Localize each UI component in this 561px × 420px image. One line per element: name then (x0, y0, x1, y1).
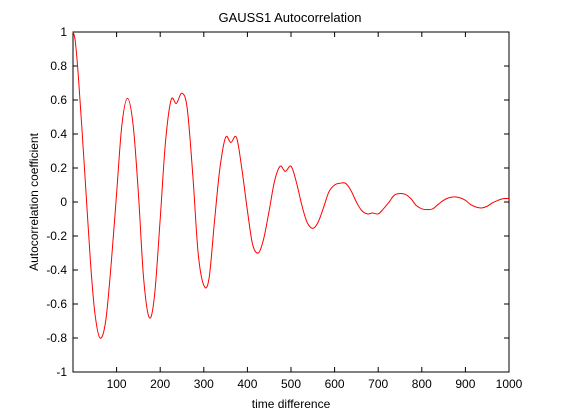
y-tick-label: -0.8 (46, 331, 67, 345)
x-tick-label: 500 (281, 377, 301, 391)
plot-area (72, 31, 510, 373)
x-tick-label: 700 (368, 377, 388, 391)
y-tick-label: 0.6 (50, 93, 67, 107)
x-tick-label: 1000 (496, 377, 523, 391)
x-tick-label: 100 (107, 377, 127, 391)
y-tick-label: 0.4 (50, 127, 67, 141)
x-tick-label: 800 (412, 377, 432, 391)
x-tick-label: 400 (237, 377, 257, 391)
x-tick-label: 200 (150, 377, 170, 391)
chart-title: GAUSS1 Autocorrelation (218, 10, 361, 25)
x-axis-label: time difference (252, 397, 331, 411)
y-tick-label: 0.8 (50, 59, 67, 73)
y-tick-label: -0.2 (46, 229, 67, 243)
y-axis: 1 0.8 0.6 0.4 0.2 0 -0.2 -0.4 -0.6 -0.8 -1 (46, 25, 509, 379)
series-layer (72, 31, 510, 339)
x-axis: 100 200 300 400 500 600 700 800 900 1000 (107, 32, 523, 391)
x-tick-label: 600 (325, 377, 345, 391)
y-tick-label: -0.4 (46, 263, 67, 277)
x-tick-label: 300 (194, 377, 214, 391)
y-axis-label: Autocorrelation coefficient (27, 132, 41, 271)
x-tick-label: 900 (455, 377, 475, 391)
y-tick-label: 0 (60, 195, 67, 209)
y-tick-label: -1 (56, 365, 67, 379)
y-tick-label: 1 (60, 25, 67, 39)
y-tick-label: -0.6 (46, 297, 67, 311)
y-tick-label: 0.2 (50, 161, 67, 175)
autocorrelation-line (72, 31, 510, 339)
